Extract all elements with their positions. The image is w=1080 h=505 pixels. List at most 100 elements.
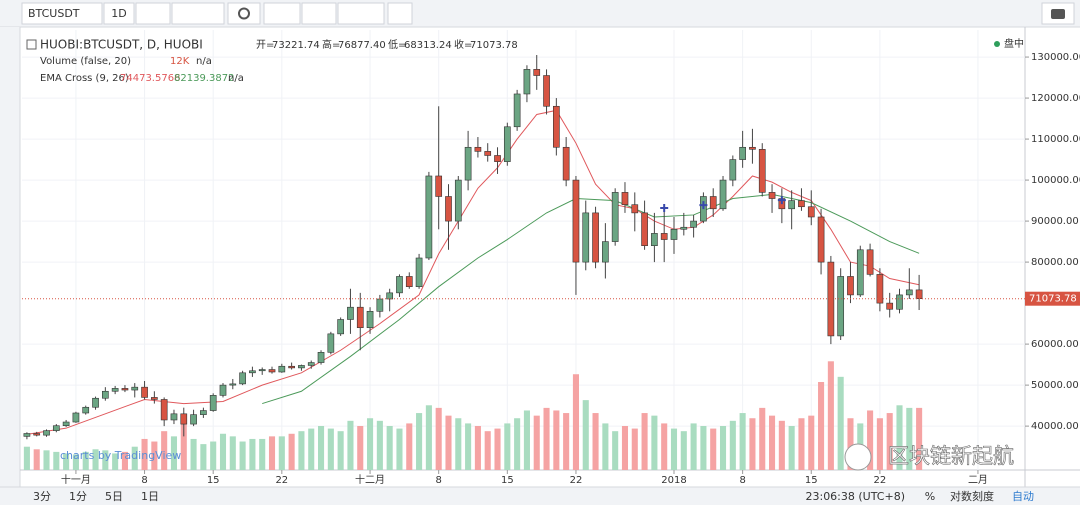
- volume-bar: [563, 413, 570, 470]
- ohlc-value: 68313.24: [404, 40, 452, 51]
- volume-bar: [896, 405, 903, 470]
- wechat-icon: [844, 443, 872, 471]
- symbol: BTCUSDT: [28, 7, 80, 20]
- x-tick-label: 15: [207, 475, 220, 486]
- indicators-button[interactable]: [263, 2, 301, 25]
- ema-slow-last: 82139.3872: [174, 73, 234, 84]
- volume-bar: [337, 431, 344, 470]
- volume-bar: [190, 438, 197, 470]
- volume-bar: [729, 420, 736, 470]
- candle-body: [651, 233, 658, 246]
- candle-body: [817, 216, 825, 263]
- candle-body: [219, 384, 227, 396]
- volume-bar: [847, 418, 854, 470]
- volume-bar: [867, 410, 874, 470]
- volume-bar: [43, 450, 50, 470]
- candle-body: [572, 179, 580, 263]
- volume-bar: [317, 426, 325, 470]
- candle-body: [121, 388, 129, 391]
- candle-body: [151, 397, 158, 400]
- undo-redo-button[interactable]: [337, 2, 385, 25]
- candle-body: [405, 276, 413, 288]
- volume-bar: [112, 453, 119, 470]
- volume-bar: [376, 420, 383, 470]
- volume-bar: [327, 428, 334, 470]
- channel-watermark: 区块链新起航: [888, 444, 1014, 468]
- volume-bar: [455, 418, 462, 470]
- fullscreen-button[interactable]: [387, 2, 413, 25]
- symbol-box[interactable]: [21, 2, 103, 25]
- plot: 40000.00 50000.00 60000.00 80000.00 90000.00…: [22, 30, 1080, 486]
- candle-body: [484, 151, 492, 156]
- volume-bar: [592, 413, 599, 470]
- candle-body: [905, 289, 913, 296]
- volume-bar: [906, 407, 913, 470]
- volume-bar: [572, 374, 579, 470]
- bar-style-button[interactable]: [135, 2, 171, 25]
- candle-body: [729, 159, 737, 181]
- range-button[interactable]: 5日: [105, 490, 123, 503]
- interval-box[interactable]: [103, 2, 135, 25]
- collapse-icon[interactable]: [26, 39, 37, 50]
- compare-button[interactable]: [301, 2, 337, 25]
- y-tick-label: 100000.00: [1031, 175, 1080, 186]
- candle-body: [200, 410, 207, 415]
- volume-bar: [602, 423, 609, 470]
- status-dot: [994, 41, 1000, 47]
- volume-bar: [259, 438, 266, 470]
- auto-toggle[interactable]: 自动: [1012, 490, 1034, 503]
- candle-body: [768, 192, 776, 199]
- y-tick-label: 90000.00: [1031, 216, 1079, 227]
- ema-legend: EMA Cross (9, 26): [40, 73, 129, 84]
- x-tick-label: 十一月: [61, 473, 91, 486]
- ohlc-name: 收=: [454, 38, 472, 51]
- log-toggle[interactable]: 对数刻度: [950, 489, 994, 503]
- candle-body: [513, 93, 521, 128]
- volume-bar: [837, 376, 844, 470]
- volume-bar: [886, 413, 893, 470]
- volume-bar: [504, 423, 511, 470]
- range-button[interactable]: 3分: [33, 490, 51, 503]
- candle-body: [288, 365, 295, 369]
- candle-body: [719, 179, 727, 210]
- candle-body: [356, 306, 364, 329]
- percent-toggle[interactable]: %: [925, 490, 935, 503]
- candle-body: [523, 69, 531, 95]
- x-tick-label: 22: [874, 475, 887, 486]
- settings-button[interactable]: [227, 2, 261, 25]
- volume-bar: [121, 451, 128, 470]
- volume-bar: [229, 436, 236, 470]
- volume-bar: [396, 428, 403, 470]
- candle-body: [856, 249, 864, 296]
- volume-last: 12K: [170, 56, 190, 67]
- volume-bar: [288, 433, 295, 470]
- candle-body: [709, 196, 717, 210]
- y-tick-label: 130000.00: [1031, 52, 1080, 63]
- candle-body: [190, 414, 197, 425]
- candle-body: [160, 399, 168, 421]
- gear-icon: [238, 7, 250, 20]
- range-button[interactable]: 1分: [69, 490, 87, 503]
- left-toolbar: [0, 27, 20, 487]
- range-button[interactable]: 1日: [141, 490, 159, 503]
- volume-bar: [298, 431, 305, 470]
- candle-body: [239, 372, 246, 385]
- ohlc-name: 低=: [388, 38, 406, 51]
- chart-type-button[interactable]: [171, 2, 225, 25]
- cross-marker: [660, 203, 669, 212]
- x-tick-label: 15: [805, 475, 818, 486]
- volume-bar: [582, 400, 589, 470]
- x-tick-label: 十二月: [355, 473, 385, 486]
- candle-body: [229, 383, 237, 386]
- volume-bar: [769, 415, 776, 470]
- volume-bar: [53, 451, 60, 470]
- x-tick-label: 22: [570, 475, 583, 486]
- clock: 23:06:38 (UTC+8): [805, 490, 905, 503]
- candle-body: [611, 192, 619, 242]
- candle-body: [43, 430, 50, 436]
- volume-bar: [474, 426, 481, 470]
- volume-bar: [670, 428, 678, 470]
- volume-bar: [268, 436, 276, 470]
- candle-body: [307, 362, 315, 366]
